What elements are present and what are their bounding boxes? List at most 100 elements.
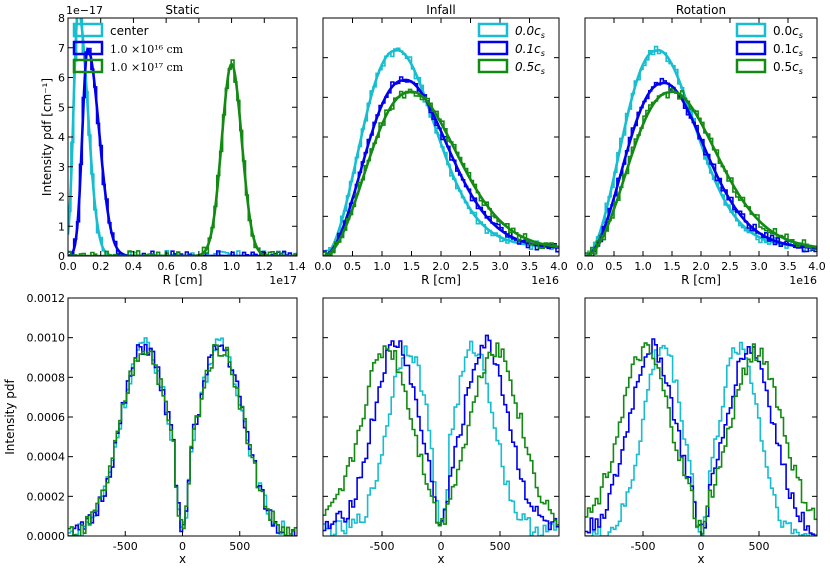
static-profile-ytick-label: 0.0004 xyxy=(27,451,66,464)
static-radial-legend-label: 1.0 ×10¹⁷ cm xyxy=(110,61,184,74)
static-profile-axes-frame xyxy=(67,297,298,537)
infall-radial-xtick-label: 0.5 xyxy=(344,260,362,273)
static-radial-xtick-label: 0.8 xyxy=(190,260,208,273)
infall-radial-title: Infall xyxy=(426,3,455,17)
rotation-radial-xtick-label: 1.0 xyxy=(634,260,652,273)
static-profile-series-2-histogram xyxy=(68,344,297,536)
static-profile-xlabel: x xyxy=(179,552,186,566)
static-radial-series-1-fit xyxy=(68,47,297,256)
static-radial-plot-area xyxy=(68,18,297,256)
infall-radial-xtick-label: 0.0 xyxy=(314,260,332,273)
rotation-radial-plot-area xyxy=(585,45,817,256)
infall-profile-plot-area xyxy=(323,334,559,536)
infall-profile-panel: -500 0 500 x xyxy=(322,297,560,566)
static-radial-xtick-label: 1.4 xyxy=(288,260,306,273)
static-profile-ytick-label: 0.0000 xyxy=(27,530,66,543)
infall-radial-xtick-label: 3.0 xyxy=(491,260,509,273)
static-profile-panel: -500 0 500 0.0000 0.0002 0.0004 0.0006 0.0008 0.… xyxy=(3,292,298,566)
static-radial-ylabel: Intensity pdf [cm⁻¹] xyxy=(40,78,54,196)
rotation-radial-xtick-label: 3.0 xyxy=(750,260,768,273)
infall-profile-axes-frame xyxy=(322,297,560,537)
static-radial-series-0-fit xyxy=(68,18,297,256)
rotation-radial-xtick-label: 2.5 xyxy=(721,260,739,273)
rotation-radial-legend-label: 0.5cs xyxy=(773,60,803,76)
rotation-profile-xtick-label: -500 xyxy=(631,540,656,553)
rotation-profile-series-1-histogram xyxy=(585,338,817,536)
static-radial-series-2-fit xyxy=(68,62,297,256)
rotation-profile-xtick-label: 0 xyxy=(698,540,705,553)
static-radial-xtick-label: 1.0 xyxy=(223,260,241,273)
rotation-profile-plot-area xyxy=(585,338,817,536)
rotation-radial-legend-swatch xyxy=(735,40,767,56)
static-profile-ytick-label: 0.0002 xyxy=(27,490,66,503)
static-radial-xtick-label: 1.2 xyxy=(256,260,274,273)
rotation-radial-xtick-label: 1.5 xyxy=(663,260,681,273)
infall-radial-legend-swatch xyxy=(477,22,509,38)
infall-radial-xtick-label: 1.5 xyxy=(403,260,421,273)
static-radial-ytick-label: 7 xyxy=(58,42,65,55)
rotation-radial-series-1-fit xyxy=(585,81,817,256)
rotation-radial-xtick-label: 2.0 xyxy=(692,260,710,273)
static-profile-plot-area xyxy=(68,337,297,536)
infall-radial-xlabel: R [cm] xyxy=(421,273,461,287)
infall-profile-xtick-label: -500 xyxy=(370,540,395,553)
static-profile-ytick-label: 0.0006 xyxy=(27,411,66,424)
infall-radial-legend-label: 0.1cs xyxy=(515,42,545,58)
rotation-radial-series-1-histogram xyxy=(585,77,817,256)
rotation-radial-legend-label: 0.0cs xyxy=(773,24,803,40)
static-radial-ytick-label: 4 xyxy=(58,131,65,144)
static-radial-x-offset: 1e17 xyxy=(269,274,297,287)
rotation-radial-legend-label: 0.1cs xyxy=(773,42,803,58)
rotation-radial-series-0-fit xyxy=(585,48,817,256)
static-radial-legend-label: 1.0 ×10¹⁶ cm xyxy=(110,43,184,56)
static-radial-ytick-label: 6 xyxy=(58,72,65,85)
rotation-radial-xtick-label: 4.0 xyxy=(808,260,826,273)
infall-radial-series-1-fit xyxy=(323,78,559,256)
rotation-radial-xtick-label: 0.0 xyxy=(576,260,594,273)
rotation-radial-xlabel: R [cm] xyxy=(681,273,721,287)
static-profile-series-0-histogram xyxy=(68,337,297,536)
static-radial-ytick-label: 5 xyxy=(58,101,65,114)
infall-radial-series-2-fit xyxy=(323,90,559,256)
static-radial-xlabel: R [cm] xyxy=(163,273,203,287)
infall-profile-series-0-histogram xyxy=(323,340,559,536)
rotation-profile-xlabel: x xyxy=(697,552,704,566)
rotation-profile-xtick-label: 500 xyxy=(749,540,770,553)
static-radial-panel: 0.0 0.2 0.4 0.6 0.8 1.0 1.2 1.4 0 1 2 3 4 5 6 7 8 Static R… xyxy=(40,3,306,287)
rotation-radial-title: Rotation xyxy=(676,3,726,17)
rotation-radial-x-offset: 1e16 xyxy=(789,274,817,287)
infall-radial-legend-label: 0.0cs xyxy=(515,24,545,40)
static-profile-ytick-label: 0.0010 xyxy=(27,332,66,345)
rotation-radial-panel: 0.0 0.5 1.0 1.5 2.0 2.5 3.0 3.5 4.0 Rotation R [cm… xyxy=(576,3,826,287)
static-profile-ytick-label: 0.0008 xyxy=(27,371,66,384)
infall-radial-xtick-label: 4.0 xyxy=(550,260,568,273)
static-radial-legend-swatch xyxy=(72,22,104,38)
rotation-profile-panel: -500 0 500 x xyxy=(584,297,818,566)
static-profile-ytick-label: 0.0012 xyxy=(27,292,66,305)
static-radial-legend-swatch xyxy=(72,58,104,74)
rotation-radial-legend-swatch xyxy=(735,58,767,74)
infall-radial-plot-area xyxy=(323,47,559,256)
infall-radial-x-offset: 1e16 xyxy=(531,274,559,287)
static-radial-y-offset: 1e−17 xyxy=(66,4,103,17)
rotation-profile-series-0-histogram xyxy=(585,341,817,536)
static-profile-ylabel: Intensity pdf xyxy=(3,378,17,454)
static-radial-ytick-label: 8 xyxy=(58,12,65,25)
static-radial-title: Static xyxy=(165,3,199,17)
static-profile-xtick-label: 0 xyxy=(179,540,186,553)
infall-radial-series-0-fit xyxy=(323,48,559,256)
infall-radial-xtick-label: 2.5 xyxy=(462,260,480,273)
rotation-radial-legend-swatch xyxy=(735,22,767,38)
static-radial-legend-label: center xyxy=(110,24,149,38)
static-radial-ytick-label: 2 xyxy=(58,191,65,204)
infall-radial-xtick-label: 1.0 xyxy=(373,260,391,273)
static-radial-ytick-label: 0 xyxy=(58,250,65,263)
static-profile-series-1-histogram xyxy=(68,343,297,536)
static-radial-xtick-label: 0.2 xyxy=(92,260,110,273)
infall-profile-xtick-label: 500 xyxy=(490,540,511,553)
infall-radial-series-1-histogram xyxy=(323,76,559,256)
infall-radial-xtick-label: 3.5 xyxy=(521,260,539,273)
static-radial-ytick-label: 1 xyxy=(58,220,65,233)
infall-radial-legend-label: 0.5cs xyxy=(515,60,545,76)
